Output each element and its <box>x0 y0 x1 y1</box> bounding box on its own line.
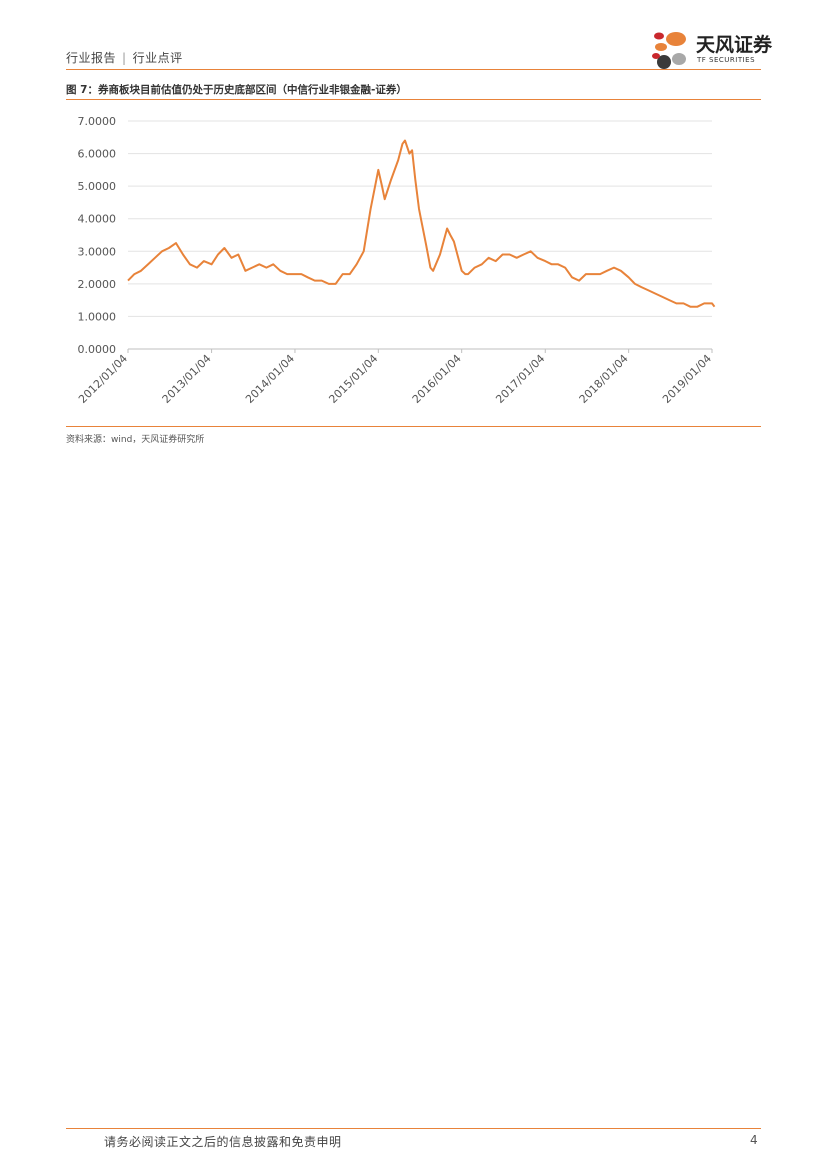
x-tick-label: 2018/01/04 <box>577 352 631 406</box>
logo-emblem-icon <box>652 32 686 69</box>
series-line <box>127 139 716 308</box>
logo-petal-orange-small <box>655 43 667 51</box>
company-logo: 天风证券 TF SECURITIES <box>650 26 772 72</box>
header-divider <box>66 69 761 70</box>
logo-petal-orange-large <box>666 32 686 46</box>
y-tick-label: 4.0000 <box>78 213 117 226</box>
logo-petal-red <box>654 32 664 40</box>
logo-petal-dark <box>657 55 671 69</box>
valuation-line-chart: 0.0000 1.0000 2.0000 3.0000 4.0000 5.0000 6.00… <box>76 115 716 406</box>
chart-grid <box>128 120 712 350</box>
header-category: 行业报告 <box>66 51 117 65</box>
figure-title: 图 7：券商板块目前估值仍处于历史底部区间（中信行业非银金融-证券） <box>66 84 407 96</box>
report-category-header: 行业报告 | 行业点评 <box>66 49 183 66</box>
figure-bottom-divider <box>66 426 761 427</box>
x-tick-label: 2017/01/04 <box>493 352 547 406</box>
header-separator: | <box>122 51 127 65</box>
x-tick-label: 2013/01/04 <box>160 352 214 406</box>
y-tick-label: 1.0000 <box>78 310 117 323</box>
logo-petal-red-small <box>652 53 660 59</box>
header-subcategory: 行业点评 <box>132 51 183 65</box>
logo-name-en: TF SECURITIES <box>697 56 756 64</box>
footer-divider <box>66 1128 761 1129</box>
x-tick-label: 2012/01/04 <box>76 352 130 406</box>
y-tick-label: 2.0000 <box>78 278 117 291</box>
x-tick-label: 2016/01/04 <box>410 352 464 406</box>
x-tick-label: 2014/01/04 <box>243 352 297 406</box>
y-tick-label: 3.0000 <box>78 245 117 258</box>
chart-series <box>127 139 716 308</box>
y-tick-label: 6.0000 <box>78 148 117 161</box>
y-tick-label: 0.0000 <box>78 343 117 356</box>
x-tick-label: 2015/01/04 <box>326 352 380 406</box>
logo-petal-grey <box>672 53 686 65</box>
y-tick-label: 7.0000 <box>78 115 117 128</box>
x-axis-tick-labels: 2012/01/04 2013/01/04 2014/01/04 2015/01/04… <box>76 349 714 406</box>
page-number: 4 <box>750 1133 758 1147</box>
y-tick-label: 5.0000 <box>78 180 117 193</box>
logo-name-cn: 天风证券 <box>696 34 773 56</box>
y-axis-tick-labels: 0.0000 1.0000 2.0000 3.0000 4.0000 5.0000 6.00… <box>78 115 117 356</box>
data-source-note: 资料来源：wind，天风证券研究所 <box>66 435 205 445</box>
footer-disclaimer: 请务必阅读正文之后的信息披露和免责申明 <box>104 1135 342 1149</box>
figure-title-divider <box>66 99 761 100</box>
x-tick-label: 2019/01/04 <box>660 352 714 406</box>
